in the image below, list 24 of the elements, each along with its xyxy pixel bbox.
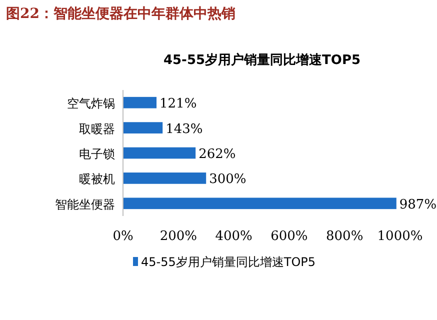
bar bbox=[123, 147, 196, 159]
y-tick-label: 智能坐便器 bbox=[55, 197, 115, 212]
x-tick-label: 800% bbox=[326, 229, 364, 244]
y-tick-label: 空气炸锅 bbox=[67, 96, 115, 111]
y-tick-label: 电子锁 bbox=[79, 147, 115, 161]
x-tick-label: 1000% bbox=[377, 229, 423, 244]
x-tick-label: 200% bbox=[160, 229, 197, 244]
bar bbox=[123, 172, 206, 184]
data-label: 300% bbox=[209, 172, 246, 188]
chart-title: 图22：智能坐便器在中年群体中热销 bbox=[6, 6, 236, 22]
x-tick-label: 400% bbox=[215, 229, 252, 244]
y-tick-label: 取暖器 bbox=[79, 122, 115, 136]
legend-label: 45-55岁用户销量同比增速TOP5 bbox=[141, 255, 316, 269]
data-label: 143% bbox=[166, 122, 203, 137]
data-label: 121% bbox=[160, 96, 197, 112]
x-tick-label: 0% bbox=[112, 229, 134, 244]
bar bbox=[123, 122, 163, 134]
bar bbox=[123, 96, 157, 108]
chart-subtitle: 45-55岁用户销量同比增速TOP5 bbox=[163, 52, 361, 68]
y-tick-label: 暖被机 bbox=[79, 172, 115, 186]
data-label: 987% bbox=[399, 197, 437, 212]
x-tick-label: 600% bbox=[270, 229, 308, 244]
bar bbox=[123, 198, 396, 210]
data-label: 262% bbox=[198, 147, 236, 162]
